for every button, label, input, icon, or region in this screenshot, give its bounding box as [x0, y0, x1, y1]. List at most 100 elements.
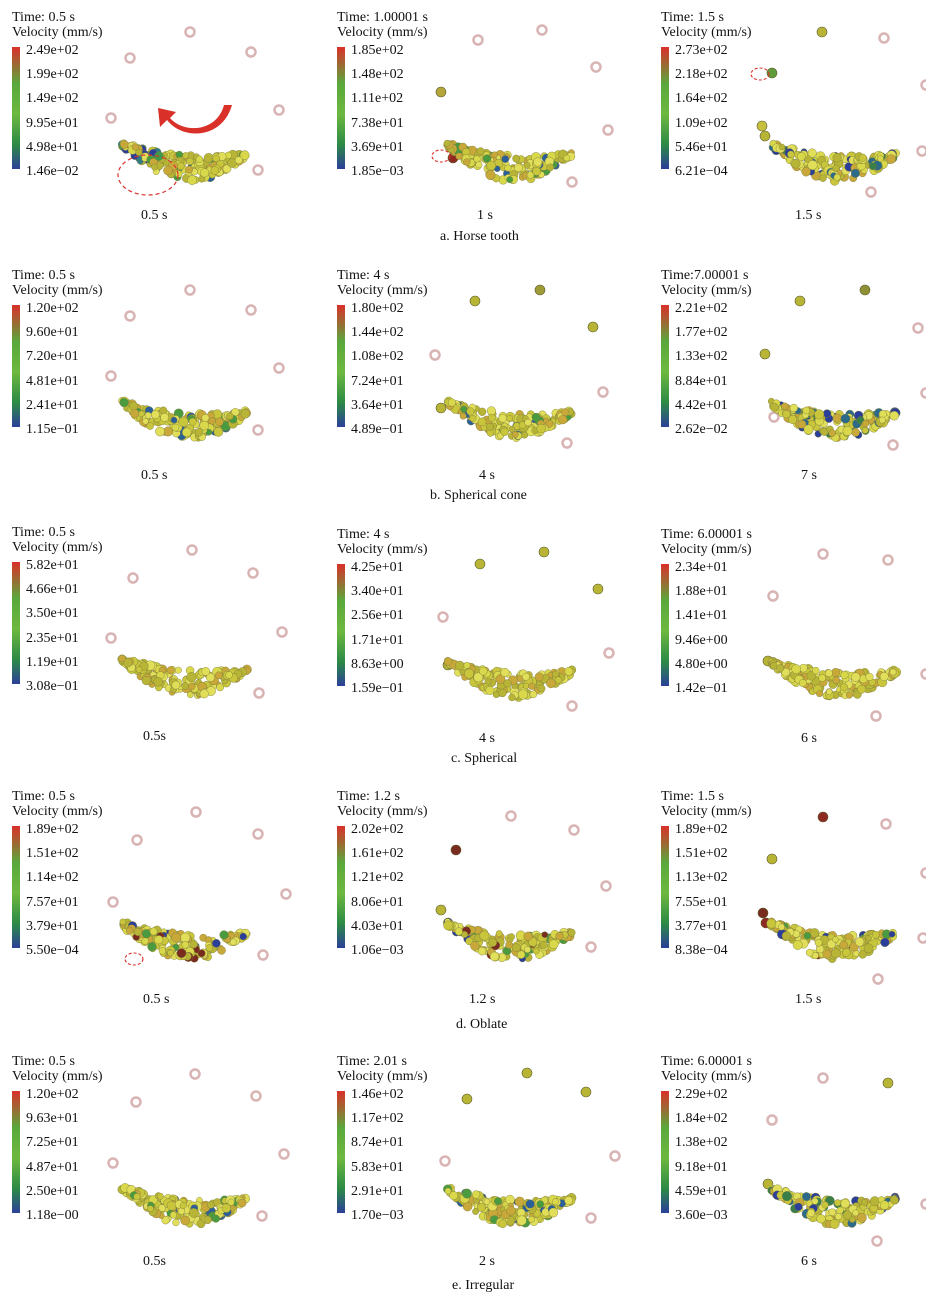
particle — [472, 1208, 480, 1215]
lifter-ring — [245, 46, 257, 58]
time-label: Time: 4 s — [337, 527, 390, 542]
particle — [807, 148, 817, 158]
particle — [449, 1191, 459, 1201]
particle — [158, 1204, 166, 1212]
particle — [477, 417, 487, 427]
particle — [516, 1215, 527, 1226]
particle — [816, 690, 823, 698]
particle — [160, 412, 170, 422]
color-scale-tick: 6.21e−04 — [675, 163, 728, 179]
time-label: Time: 1.2 s — [337, 789, 400, 804]
particle — [832, 153, 842, 163]
particle — [473, 672, 484, 683]
color-scale-tick: 3.60e−03 — [675, 1207, 728, 1223]
particle — [498, 688, 507, 698]
highlight-dashed-ellipse — [124, 952, 144, 966]
particle — [857, 684, 866, 694]
particle — [131, 143, 139, 151]
particle — [778, 143, 786, 151]
particle — [118, 654, 126, 663]
particle — [546, 163, 554, 172]
particle — [488, 938, 498, 947]
particle — [871, 930, 880, 939]
caption-row-d: d. Oblate — [456, 1017, 508, 1032]
color-scale-tick: 4.87e+01 — [26, 1159, 79, 1175]
particle — [869, 1196, 880, 1207]
particle — [503, 679, 512, 688]
color-scale-bar — [12, 1091, 20, 1213]
particle — [522, 682, 530, 690]
color-scale-tick: 1.20e+02 — [26, 1087, 79, 1102]
particle — [852, 1209, 859, 1217]
particle — [879, 672, 889, 681]
color-scale-tick: 1.46e−02 — [26, 163, 79, 179]
snapshot-time-label: 1.2 s — [469, 992, 496, 1007]
particle — [482, 154, 492, 163]
snapshot-time-label: 0.5s — [143, 1254, 166, 1269]
color-scale-tick: 1.06e−03 — [351, 942, 404, 958]
time-label: Time: 0.5 s — [12, 525, 75, 540]
lifter-ring — [865, 186, 877, 198]
time-label: Time: 6.00001 s — [661, 527, 752, 542]
particle — [803, 424, 814, 435]
particle — [443, 657, 453, 666]
color-scale-tick: 2.18e+02 — [675, 67, 728, 83]
particle — [477, 1203, 486, 1212]
color-scale-bar — [12, 562, 20, 684]
particle — [842, 948, 851, 957]
particle — [541, 931, 549, 938]
particle — [523, 946, 531, 954]
color-scale-tick: 1.33e+02 — [675, 349, 728, 365]
color-scale-bar — [337, 826, 345, 948]
particle — [172, 1218, 180, 1227]
color-scale-tick: 1.59e−01 — [351, 680, 404, 696]
particle — [180, 932, 191, 943]
falling-particle-cluster — [817, 811, 829, 823]
particle — [832, 164, 840, 172]
lifter-ring — [585, 1212, 597, 1224]
particle — [830, 948, 841, 959]
particle — [167, 949, 174, 957]
falling-particle-cluster — [580, 1086, 592, 1098]
particle-bed — [117, 1183, 250, 1229]
particle-bed — [443, 1184, 577, 1228]
color-scale-tick: 9.60e+01 — [26, 325, 79, 341]
lifter-ring — [920, 79, 926, 91]
particle-bed — [767, 1184, 900, 1229]
snapshot-time-label: 0.5 s — [143, 992, 170, 1007]
lifter-ring — [817, 1072, 829, 1084]
falling-particle-cluster — [538, 546, 550, 558]
particle — [861, 426, 869, 434]
color-scale-ticks: 1.89e+02 1.51e+02 1.14e+02 7.57e+01 3.79e+01… — [26, 818, 79, 963]
falling-particle-cluster — [450, 844, 462, 856]
particle-bed — [768, 397, 901, 442]
highlight-dashed-ellipse — [431, 149, 451, 163]
particle-simulation-view — [431, 24, 614, 188]
color-scale-tick: 4.42e+01 — [675, 397, 728, 413]
particle — [781, 1191, 792, 1202]
particle — [178, 416, 189, 427]
time-label: Time: 0.5 s — [12, 789, 75, 804]
lifter-ring — [917, 932, 926, 944]
particle — [539, 940, 548, 949]
particle — [816, 1214, 826, 1224]
particle — [133, 928, 142, 936]
particle — [205, 672, 215, 682]
particle-simulation-view — [759, 284, 926, 451]
particle — [226, 412, 234, 420]
particle — [201, 413, 210, 422]
particle — [444, 1187, 452, 1195]
particle — [485, 170, 496, 181]
color-scale-bar — [337, 305, 345, 427]
velocity-label: Velocity (mm/s) — [12, 1069, 103, 1084]
lifter-ring — [880, 818, 892, 830]
particle — [462, 1188, 472, 1199]
color-scale-tick: 7.55e+01 — [675, 894, 728, 910]
color-scale-tick: 5.82e+01 — [26, 558, 79, 573]
particle — [141, 929, 151, 939]
panel-b1: Time: 0.5 s Velocity (mm/s) 1.20e+02 9.60e+… — [12, 268, 312, 493]
color-scale-tick: 1.80e+02 — [351, 301, 404, 316]
lifter-ring — [609, 1150, 621, 1162]
particle — [498, 1219, 507, 1228]
color-scale-tick: 7.24e+01 — [351, 373, 404, 389]
